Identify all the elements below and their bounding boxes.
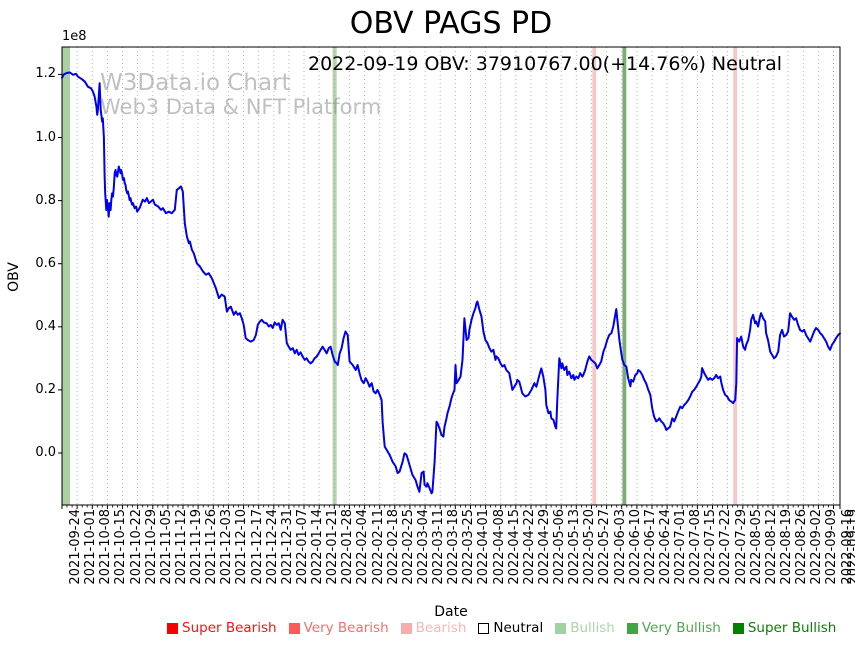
legend-swatch: [555, 622, 567, 634]
x-tick-label: 2022-02-11: [371, 509, 386, 585]
x-tick-label: 2021-12-31: [280, 509, 295, 585]
x-tick-label: 2022-01-14: [310, 509, 325, 585]
y-tick-label: 1.0: [35, 130, 56, 145]
chart-title: OBV PAGS PD: [349, 6, 553, 41]
x-tick-label: 2021-11-12: [174, 509, 189, 585]
x-tick-label: 2022-04-22: [522, 509, 537, 585]
x-tick-label: 2021-10-08: [98, 509, 113, 585]
x-tick-label: 2021-11-26: [204, 509, 219, 585]
signal-band: [592, 47, 597, 505]
legend-item: Very Bearish: [288, 620, 389, 636]
x-tick-label: 2022-08-26: [794, 509, 809, 585]
legend-label: Bearish: [415, 620, 467, 636]
x-tick-label: 2021-10-01: [83, 509, 98, 585]
signal-band: [733, 47, 738, 505]
legend-label: Very Bearish: [303, 620, 389, 636]
signal-legend: Super Bearish Very Bearish Bearish Neutral B…: [167, 620, 855, 636]
x-tick-label: 2022-02-25: [401, 509, 416, 585]
x-tick-label: 2022-03-04: [416, 509, 431, 585]
x-tick-label: 2022-07-29: [734, 509, 749, 585]
x-tick-label: 2022-08-12: [764, 509, 779, 585]
legend-item: Very Bullish: [626, 620, 721, 636]
y-tick-label: 0.4: [35, 319, 56, 334]
x-tick-label: 2022-01-28: [340, 509, 355, 585]
legend-label: Bullish: [570, 620, 615, 636]
x-tick-label: 2022-07-22: [718, 509, 733, 585]
x-tick-label: 2021-11-19: [189, 509, 204, 585]
legend-swatch: [288, 622, 300, 634]
x-tick-label: 2022-07-01: [673, 509, 688, 585]
x-tick-label: 2022-04-01: [476, 509, 491, 585]
y-tick-label: 1.2: [35, 66, 56, 81]
y-tick-label: 0.2: [35, 382, 56, 397]
x-tick-label: 2022-06-17: [643, 509, 658, 585]
x-tick-label: 2022-03-11: [431, 509, 446, 585]
x-tick-label: 2021-12-10: [234, 509, 249, 585]
x-tick-label: 2022-03-25: [461, 509, 476, 585]
x-tick-label: 2022-07-15: [703, 509, 718, 585]
x-tick-label: 2021-10-29: [144, 509, 159, 585]
y-tick-label: 0.6: [35, 256, 56, 271]
x-tick-label: 2022-06-03: [613, 509, 628, 585]
plot-border: [61, 46, 841, 506]
watermark-line1: W3Data.io Chart: [100, 70, 291, 96]
legend-swatch: [478, 622, 490, 634]
signal-band: [62, 47, 70, 505]
y-tick-label: 0.0: [35, 445, 56, 460]
legend-swatch: [732, 622, 744, 634]
x-tick-label: 2022-09-09: [824, 509, 839, 585]
x-tick-label: 2022-04-15: [507, 509, 522, 585]
x-tick-label: 2022-08-19: [779, 509, 794, 585]
x-tick-label: 2022-04-29: [537, 509, 552, 585]
x-tick-label: 2022-01-21: [325, 509, 340, 585]
x-axis-label: Date: [434, 604, 468, 620]
legend-swatch: [626, 622, 638, 634]
legend-item: Neutral: [478, 620, 543, 636]
x-tick-label: 2022-06-24: [658, 509, 673, 585]
y-axis-offset-label: 1e8: [62, 29, 87, 44]
x-tick-label: 2022-07-08: [688, 509, 703, 585]
legend-label: Super Bullish: [747, 620, 837, 636]
legend-label: Super Bearish: [182, 620, 277, 636]
y-tick-label: 0.8: [35, 193, 56, 208]
legend-item: Super Bullish: [732, 620, 837, 636]
legend-item: Bullish: [555, 620, 615, 636]
x-tick-label: 2022-05-27: [597, 509, 612, 585]
chart-subtitle: 2022-09-19 OBV: 37910767.00(+14.76%) Neu…: [308, 53, 783, 75]
x-tick-label: 2021-09-24: [68, 509, 83, 585]
x-tick-label: 2022-02-18: [386, 509, 401, 585]
x-tick-label: 2022-06-10: [628, 509, 643, 585]
x-tick-label: 2022-02-04: [355, 509, 370, 585]
x-tick-label: 2021-12-17: [250, 509, 265, 585]
legend-label: Very Bullish: [641, 620, 721, 636]
legend-item: Super Bearish: [167, 620, 277, 636]
x-tick-label: 2021-12-03: [219, 509, 234, 585]
x-tick-label: 2021-10-15: [113, 509, 128, 585]
x-tick-label: 2022-09-19: [846, 509, 855, 585]
x-tick-label: 2022-01-07: [295, 509, 310, 585]
legend-label: Neutral: [493, 620, 544, 636]
x-tick-label: 2022-05-13: [567, 509, 582, 585]
watermark-line2: Web3 Data & NFT Platform: [100, 95, 382, 119]
x-tick-label: 2021-12-24: [265, 509, 280, 585]
signal-band: [622, 47, 627, 505]
x-tick-label: 2022-05-20: [582, 509, 597, 585]
x-tick-label: 2021-10-22: [129, 509, 144, 585]
x-tick-label: 2021-11-05: [159, 509, 174, 585]
obv-line: [61, 71, 841, 495]
x-tick-label: 2022-09-02: [809, 509, 824, 585]
legend-swatch: [400, 622, 412, 634]
x-tick-label: 2022-04-08: [492, 509, 507, 585]
legend-swatch: [167, 622, 178, 634]
x-tick-label: 2022-05-06: [552, 509, 567, 585]
x-tick-label: 2022-03-18: [446, 509, 461, 585]
x-tick-label: 2022-08-05: [749, 509, 764, 585]
legend-item: Bearish: [400, 620, 467, 636]
